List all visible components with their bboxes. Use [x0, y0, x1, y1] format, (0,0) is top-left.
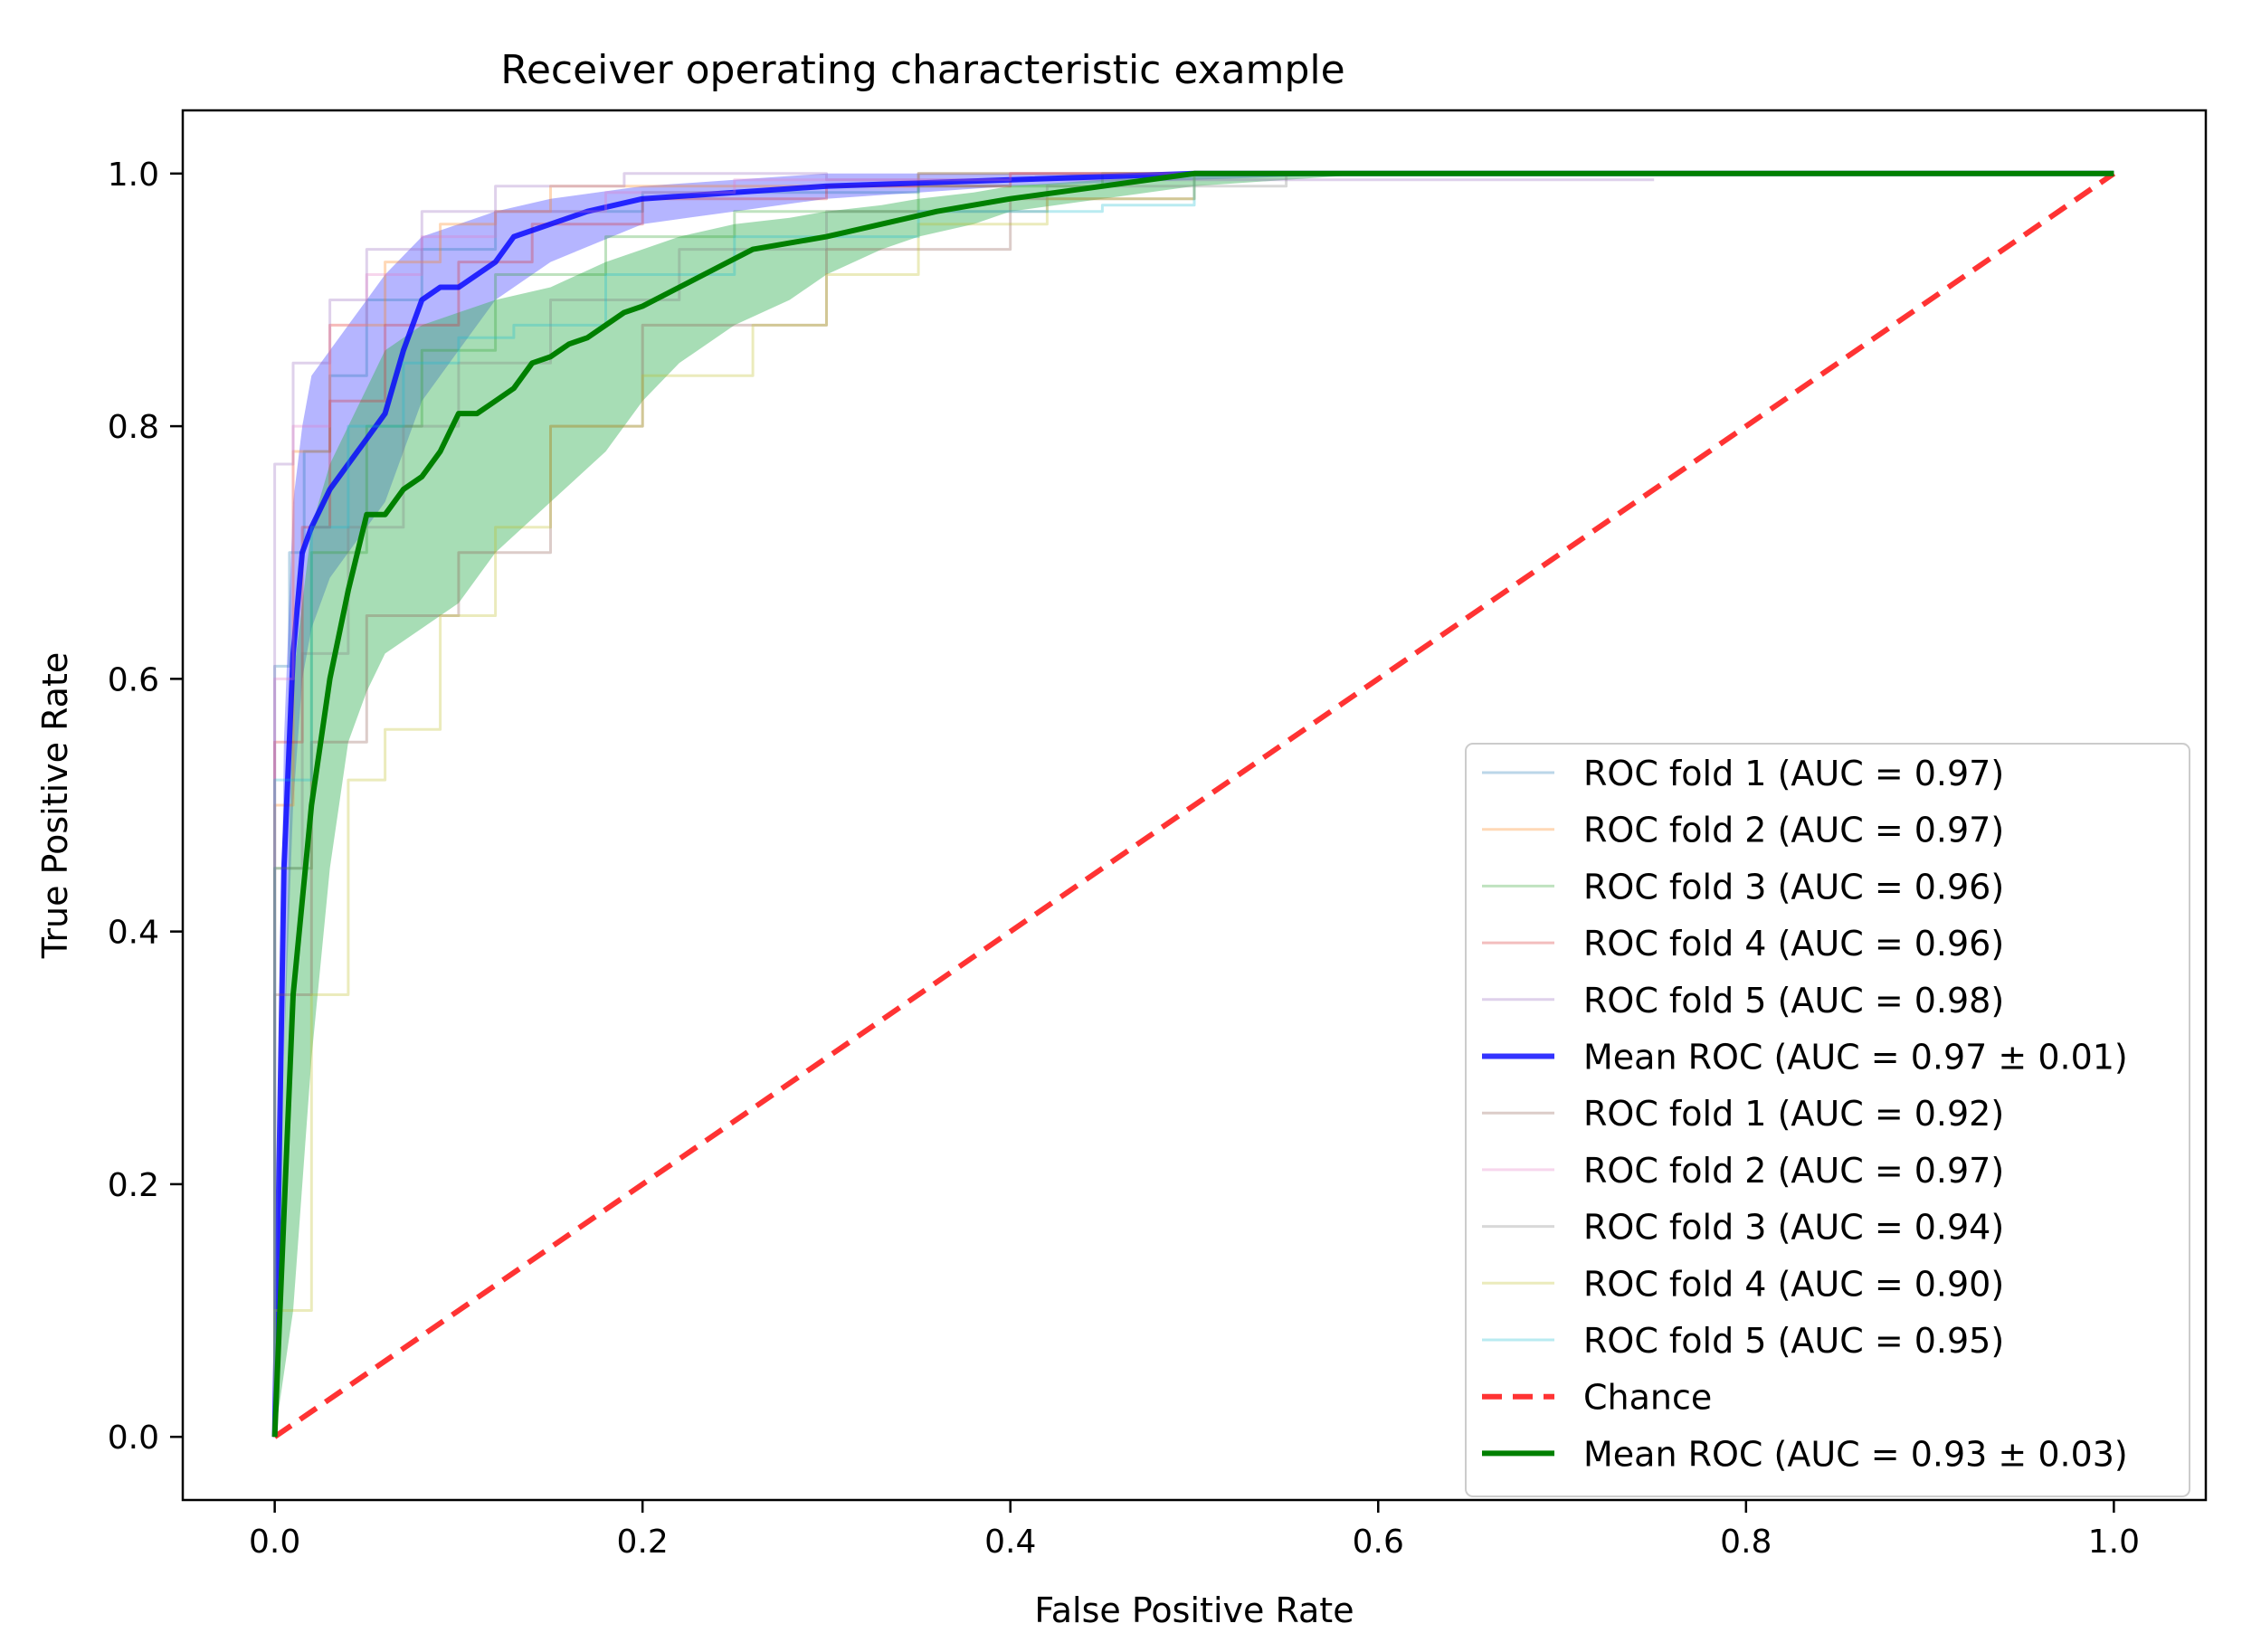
- x-tick-label: 1.0: [2088, 1524, 2140, 1561]
- mean-roc-1-band: [274, 173, 1655, 1438]
- y-axis-label: True Positive Rate: [35, 652, 75, 960]
- legend-label: ROC fold 2 (AUC = 0.97): [1583, 811, 2004, 850]
- series-5-roc-fold-5-auc-0-98: [273, 172, 1655, 1438]
- series-3-roc-fold-3-auc-0-96: [273, 172, 1655, 1438]
- legend-label: Mean ROC (AUC = 0.93 ± 0.03): [1583, 1434, 2128, 1474]
- y-tick-label: 0.4: [108, 915, 159, 952]
- confidence-bands: [274, 173, 2114, 1438]
- legend-label: ROC fold 2 (AUC = 0.97): [1583, 1151, 2004, 1191]
- y-tick-label: 0.0: [108, 1419, 159, 1457]
- y-tick-label: 1.0: [108, 157, 159, 194]
- y-tick-label: 0.8: [108, 409, 159, 446]
- legend-label: ROC fold 5 (AUC = 0.98): [1583, 981, 2004, 1021]
- x-tick-label: 0.6: [1353, 1524, 1404, 1561]
- series-10-roc-fold-4-auc-0-90: [273, 172, 2114, 1438]
- series-11-roc-fold-5-auc-0-95: [273, 172, 2114, 1438]
- y-tick-label: 0.6: [108, 661, 159, 698]
- legend-label: ROC fold 3 (AUC = 0.94): [1583, 1208, 2004, 1248]
- legend-label: ROC fold 1 (AUC = 0.92): [1583, 1094, 2004, 1134]
- y-axis: 0.0 0.2 0.4 0.6 0.8 1.0: [108, 157, 183, 1457]
- axes-frame: [181, 109, 2208, 1502]
- x-tick-label: 0.0: [249, 1524, 300, 1561]
- legend: ROC fold 1 (AUC = 0.97) ROC fold 2 (AUC =…: [1465, 743, 2190, 1497]
- legend-label: Mean ROC (AUC = 0.97 ± 0.01): [1583, 1038, 2128, 1078]
- x-axis-label: False Positive Rate: [1034, 1590, 1354, 1630]
- series-13-mean-roc-auc-0-93-0-03: [271, 170, 2114, 1438]
- legend-label: Chance: [1583, 1378, 1712, 1418]
- x-tick-label: 0.8: [1720, 1524, 1772, 1561]
- x-axis: 0.0 0.2 0.4 0.6 0.8 1.0: [249, 1500, 2140, 1561]
- y-tick-label: 0.2: [108, 1167, 159, 1204]
- legend-label: ROC fold 1 (AUC = 0.97): [1583, 754, 2004, 793]
- legend-label: ROC fold 4 (AUC = 0.90): [1583, 1264, 2004, 1304]
- series-6-mean-roc-auc-0-97-0-01: [271, 170, 2114, 1438]
- series-1-roc-fold-1-auc-0-97: [273, 172, 1655, 1438]
- legend-label: ROC fold 3 (AUC = 0.96): [1583, 867, 2004, 907]
- chart-title: Receiver operating characteristic exampl…: [500, 47, 1344, 93]
- legend-label: ROC fold 5 (AUC = 0.95): [1583, 1321, 2004, 1361]
- series-8-roc-fold-2-auc-0-97: [273, 172, 1655, 1438]
- series-12-chance: [272, 171, 2116, 1439]
- legend-box: [1465, 743, 2190, 1497]
- x-tick-label: 0.4: [984, 1524, 1036, 1561]
- x-tick-label: 0.2: [617, 1524, 669, 1561]
- series-2-roc-fold-2-auc-0-97: [273, 172, 1673, 1438]
- roc-curves: [271, 170, 2116, 1439]
- legend-label: ROC fold 4 (AUC = 0.96): [1583, 924, 2004, 964]
- plot-content: [271, 170, 2116, 1439]
